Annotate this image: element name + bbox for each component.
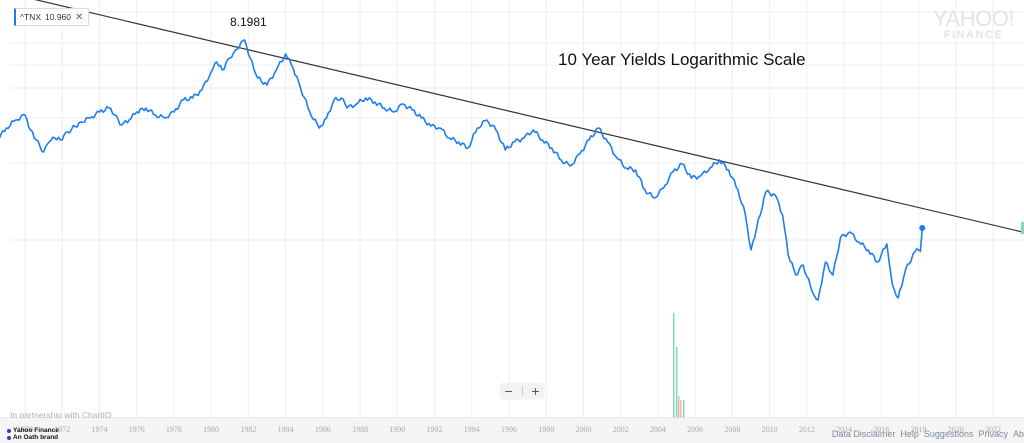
oath-line1: Yahoo Finance [13, 427, 59, 434]
grid-lines [10, 0, 1024, 418]
series-legend-chip[interactable]: ^TNX 10.960 ✕ [14, 8, 90, 26]
footer-link-privacy[interactable]: Privacy [978, 429, 1008, 439]
svg-text:2018: 2018 [911, 425, 927, 434]
svg-text:1992: 1992 [427, 425, 443, 434]
zoom-divider [521, 386, 523, 396]
svg-text:2022: 2022 [985, 425, 1001, 434]
svg-text:1984: 1984 [278, 425, 294, 434]
svg-text:1974: 1974 [91, 425, 107, 434]
right-edge-marker [1021, 222, 1024, 234]
oath-branding: Yahoo Finance An Oath brand [7, 427, 59, 441]
zoom-controls: − + [500, 383, 544, 399]
svg-text:2016: 2016 [873, 425, 889, 434]
close-icon[interactable]: ✕ [75, 11, 84, 23]
svg-text:1972: 1972 [54, 425, 70, 434]
svg-text:1982: 1982 [240, 425, 256, 434]
peak-annotation: 8.1981 [230, 15, 267, 29]
svg-text:1994: 1994 [464, 425, 480, 434]
svg-text:1976: 1976 [129, 425, 145, 434]
footer-link-suggestions[interactable]: Suggestions [923, 429, 974, 439]
volume-bars [673, 313, 685, 418]
svg-text:2000: 2000 [575, 425, 591, 434]
legend-value: 10.960 [45, 12, 71, 22]
footer-links: Data Disclaimer Help Suggestions Privacy… [832, 429, 1024, 439]
svg-text:2010: 2010 [762, 425, 778, 434]
brand-line2: FINANCE [943, 29, 1004, 41]
footer-link-help[interactable]: Help [900, 429, 919, 439]
footer-link-about[interactable]: Ab [1012, 429, 1024, 439]
brand-line1: YAHOO! [933, 6, 1014, 31]
svg-text:2004: 2004 [650, 425, 666, 434]
svg-text:1998: 1998 [538, 425, 554, 434]
svg-text:2002: 2002 [613, 425, 629, 434]
svg-text:1970: 1970 [17, 425, 33, 434]
legend-symbol: ^TNX [20, 12, 41, 22]
last-value-dot[interactable] [919, 225, 926, 231]
footer-band [0, 418, 1024, 443]
trendline [34, 0, 1024, 233]
yield-series-line[interactable] [0, 39, 924, 301]
oath-line2: An Oath brand [13, 434, 59, 441]
chart-title: 10 Year Yields Logarithmic Scale [558, 50, 806, 69]
svg-text:2006: 2006 [687, 425, 703, 434]
bullet-icon [7, 428, 11, 433]
footer-link-data-disclaimer[interactable]: Data Disclaimer [831, 429, 896, 439]
svg-text:2014: 2014 [836, 425, 852, 434]
svg-text:2012: 2012 [799, 425, 815, 434]
bullet-icon [7, 435, 11, 440]
zoom-in-button[interactable]: + [531, 383, 540, 399]
svg-text:1978: 1978 [166, 425, 182, 434]
svg-text:1986: 1986 [315, 425, 331, 434]
yahoo-finance-watermark: YAHOO! FINANCE [933, 8, 1014, 41]
svg-text:2008: 2008 [724, 425, 740, 434]
x-axis-labels: 1970 1972 1974 1976 1978 1980 1982 1984 1986 1988… [17, 425, 1001, 434]
partner-text: In partnership with ChartIQ [10, 410, 112, 420]
svg-text:1996: 1996 [501, 425, 517, 434]
svg-text:1988: 1988 [352, 425, 368, 434]
zoom-out-button[interactable]: − [504, 383, 513, 399]
svg-text:1980: 1980 [203, 425, 219, 434]
svg-text:1990: 1990 [389, 425, 405, 434]
svg-text:2020: 2020 [948, 425, 964, 434]
